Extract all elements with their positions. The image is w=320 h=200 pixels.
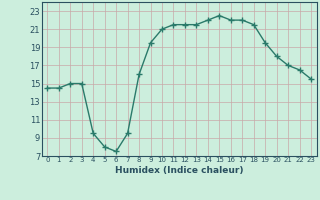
X-axis label: Humidex (Indice chaleur): Humidex (Indice chaleur)	[115, 166, 244, 175]
